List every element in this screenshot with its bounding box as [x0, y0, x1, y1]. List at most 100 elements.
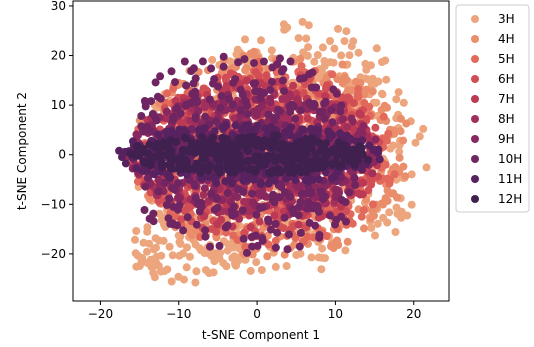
point-3H [326, 37, 334, 45]
point-10H [187, 125, 196, 133]
point-10H [192, 96, 201, 105]
point-9H [371, 135, 380, 144]
point-3H [200, 249, 209, 257]
point-3H [165, 242, 174, 251]
point-3H [252, 258, 261, 267]
point-10H [331, 220, 339, 229]
point-3H [367, 80, 376, 89]
point-12H [213, 153, 222, 162]
x-tick-label: 0 [253, 307, 261, 321]
point-12H [283, 164, 292, 173]
point-11H [204, 173, 213, 181]
point-9H [254, 189, 263, 198]
point-10H [198, 57, 207, 66]
point-10H [192, 220, 201, 229]
point-10H [243, 248, 251, 257]
point-12H [157, 158, 166, 167]
point-4H [242, 64, 251, 73]
point-3H [330, 44, 339, 53]
point-12H [237, 159, 246, 168]
point-12H [139, 145, 148, 153]
point-10H [229, 202, 238, 211]
point-3H [354, 48, 363, 57]
point-10H [350, 173, 359, 182]
legend-label-5H: 5H [498, 52, 515, 66]
point-7H [246, 223, 255, 232]
legend-label-7H: 7H [498, 92, 515, 106]
point-9H [200, 184, 209, 193]
point-3H [313, 51, 322, 59]
point-12H [320, 144, 329, 153]
point-8H [293, 95, 302, 104]
point-10H [223, 189, 232, 197]
point-3H [160, 267, 169, 276]
point-3H [372, 44, 381, 53]
plot-frame [72, 0, 450, 302]
point-3H [367, 223, 376, 232]
point-10H [317, 108, 326, 116]
point-12H [234, 138, 243, 147]
point-3H [192, 267, 201, 276]
point-10H [249, 79, 258, 88]
point-3H [366, 61, 375, 70]
point-12H [364, 156, 373, 164]
point-4H [401, 172, 410, 181]
point-3H [341, 246, 350, 255]
y-tick-label: −20 [41, 247, 66, 261]
point-11H [239, 176, 248, 185]
point-3H [321, 254, 329, 263]
point-10H [308, 68, 317, 77]
point-6H [301, 80, 310, 89]
point-10H [225, 94, 233, 103]
point-4H [333, 75, 342, 84]
point-12H [305, 161, 314, 170]
point-3H [385, 208, 394, 217]
x-axis-label: t-SNE Component 1 [202, 328, 320, 342]
point-3H [337, 51, 346, 60]
point-7H [349, 124, 357, 133]
point-11H [180, 125, 188, 134]
point-3H [395, 147, 404, 156]
point-10H [206, 242, 214, 251]
point-6H [240, 228, 249, 237]
point-3H [139, 238, 148, 247]
point-10H [342, 217, 350, 226]
point-10H [251, 87, 260, 96]
point-7H [356, 110, 365, 119]
point-3H [219, 259, 228, 268]
point-3H [191, 278, 200, 287]
point-3H [378, 90, 387, 99]
point-5H [359, 206, 368, 215]
point-10H [317, 189, 326, 198]
point-3H [174, 272, 183, 281]
point-12H [349, 145, 358, 154]
point-10H [173, 205, 182, 214]
point-12H [272, 142, 281, 151]
point-10H [234, 185, 243, 194]
point-12H [334, 138, 343, 147]
point-10H [141, 102, 150, 111]
point-10H [284, 230, 293, 239]
point-3H [143, 247, 151, 256]
point-10H [264, 110, 273, 119]
point-12H [192, 146, 201, 154]
point-5H [291, 234, 300, 242]
point-10H [148, 110, 157, 118]
point-8H [161, 114, 170, 123]
legend-marker-6H [471, 75, 479, 83]
point-10H [280, 87, 288, 96]
point-3H [399, 98, 408, 107]
point-10H [180, 57, 189, 66]
point-3H [191, 240, 200, 249]
point-5H [379, 112, 388, 121]
point-10H [179, 226, 188, 235]
point-10H [291, 114, 300, 123]
point-10H [243, 102, 252, 110]
legend-marker-4H [471, 35, 479, 43]
point-11H [375, 155, 384, 164]
point-3H [349, 37, 358, 46]
point-3H [257, 266, 266, 274]
point-12H [196, 168, 205, 177]
point-3H [314, 73, 323, 82]
point-10H [223, 221, 232, 230]
